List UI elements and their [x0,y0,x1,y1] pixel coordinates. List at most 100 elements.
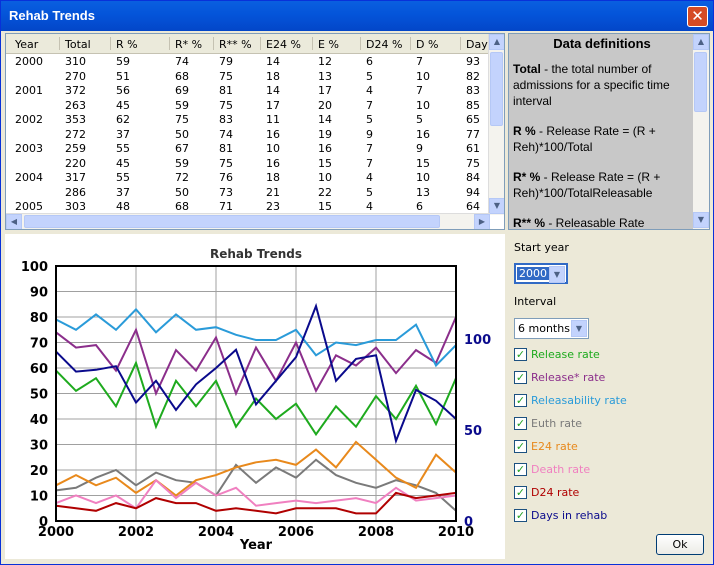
table-body: 2000 310 59 74 79 14 12 6 7 93 270 51 68 75 18 13 5 10 82 2… [6,54,490,216]
column-divider[interactable] [110,37,111,50]
table-cell: 2002 [15,113,43,126]
column-header[interactable]: Year [15,38,39,51]
table-row[interactable]: 270 51 68 75 18 13 5 10 82 [6,69,490,84]
column-header[interactable]: D24 % [366,38,403,51]
column-divider[interactable] [169,37,170,50]
table-row[interactable]: 263 45 59 75 17 20 7 10 85 [6,98,490,113]
controls-panel: Start year 2000 ▼ Interval 6 months ▼ ✓ R… [509,237,709,537]
scroll-thumb[interactable] [490,52,503,126]
table-row[interactable]: 2004 317 55 72 76 18 10 4 10 84 [6,170,490,185]
checkbox-check-icon[interactable]: ✓ [514,486,527,499]
series-line [55,491,457,515]
table-cell: 69 [175,84,189,97]
ok-button[interactable]: Ok [656,534,704,555]
series-toggle-label: E24 rate [531,440,578,453]
checkbox-check-icon[interactable]: ✓ [514,509,527,522]
scroll-down-button[interactable]: ▼ [693,212,709,228]
table-cell: 21 [266,185,280,199]
column-divider[interactable] [213,37,214,50]
column-header[interactable]: D % [416,38,439,51]
scroll-left-button[interactable]: ◀ [6,214,22,229]
interval-value: 6 months [518,322,570,335]
series-toggle[interactable]: ✓ D24 rate [514,485,714,501]
start-year-select[interactable]: 2000 ▼ [514,263,568,284]
table-cell: 83 [219,113,233,126]
table-horizontal-scrollbar[interactable]: ◀ ▶ [6,213,490,229]
title-bar[interactable]: Rehab Trends ✕ [1,1,713,31]
checkbox-check-icon[interactable]: ✓ [514,417,527,430]
x-tick-label: 2000 [38,525,74,540]
series-toggle[interactable]: ✓ Releasability rate [514,393,714,409]
table-cell: 72 [175,171,189,184]
scroll-right-button[interactable]: ▶ [474,214,490,229]
chevron-down-icon[interactable]: ▼ [549,266,565,283]
table-cell: 74 [175,55,189,68]
column-divider[interactable] [260,37,261,50]
column-header[interactable]: R** % [219,38,252,51]
column-divider[interactable] [312,37,313,50]
definition-term: R** % [513,216,546,230]
table-row[interactable]: 2003 259 55 67 81 10 16 7 9 61 [6,141,490,156]
x-tick-label: 2010 [438,525,474,540]
series-toggle-label: D24 rate [531,486,580,499]
scroll-up-button[interactable]: ▲ [489,34,504,50]
table-cell: 82 [466,69,480,83]
close-button[interactable]: ✕ [687,6,708,27]
table-cell: 75 [219,69,233,83]
table-cell: 303 [65,200,86,213]
table-cell: 16 [318,142,332,155]
table-cell: 10 [266,142,280,155]
column-divider[interactable] [460,37,461,50]
checkbox-check-icon[interactable]: ✓ [514,394,527,407]
table-row[interactable]: 286 37 50 73 21 22 5 13 94 [6,185,490,200]
column-divider[interactable] [410,37,411,50]
table-cell: 2003 [15,142,43,155]
table-row[interactable]: 2002 353 62 75 83 11 14 5 5 65 [6,112,490,127]
column-header[interactable]: Days [466,38,490,51]
table-cell: 4 [366,84,373,97]
definition-item: R % - Release Rate = (R + Reh)*100/Total [513,123,691,155]
table-row[interactable]: 2005 303 48 68 71 23 15 4 6 64 [6,199,490,214]
x-tick-label: 2006 [278,525,314,540]
table-cell: 74 [219,127,233,141]
column-divider[interactable] [59,37,60,50]
table-cell: 14 [266,55,280,68]
checkbox-check-icon[interactable]: ✓ [514,348,527,361]
series-toggle[interactable]: ✓ Death rate [514,462,714,478]
series-line [55,302,457,445]
table-cell: 75 [175,113,189,126]
table-cell: 12 [318,55,332,68]
chevron-down-icon[interactable]: ▼ [571,320,587,337]
table-row[interactable]: 2001 372 56 69 81 14 17 4 7 83 [6,83,490,98]
table-cell: 45 [116,98,130,112]
scroll-down-button[interactable]: ▼ [489,198,504,214]
table-row[interactable]: 272 37 50 74 16 19 9 16 77 [6,127,490,142]
definitions-scrollbar[interactable]: ▲ ▼ [693,34,709,229]
series-line [55,440,457,497]
series-toggle[interactable]: ✓ Days in rehab [514,508,714,524]
series-toggle[interactable]: ✓ E24 rate [514,439,714,455]
column-header[interactable]: Total [65,38,91,51]
column-header[interactable]: R % [116,38,138,51]
series-toggle[interactable]: ✓ Release* rate [514,370,714,386]
checkbox-check-icon[interactable]: ✓ [514,371,527,384]
table-vertical-scrollbar[interactable]: ▲ ▼ [488,34,504,215]
plot-border [55,265,457,522]
checkbox-check-icon[interactable]: ✓ [514,463,527,476]
table-row[interactable]: 2000 310 59 74 79 14 12 6 7 93 [6,54,490,69]
definition-text: - Release Rate = (R + Reh)*100/TotalRele… [513,170,661,200]
column-header[interactable]: E % [318,38,339,51]
series-toggle[interactable]: ✓ Euth rate [514,416,714,432]
column-divider[interactable] [360,37,361,50]
scroll-thumb[interactable] [24,215,440,228]
series-toggle[interactable]: ✓ Release rate [514,347,714,363]
definition-item: R* % - Release Rate = (R + Reh)*100/Tota… [513,169,691,201]
column-header[interactable]: R* % [175,38,203,51]
table-cell: 5 [366,113,373,126]
checkbox-check-icon[interactable]: ✓ [514,440,527,453]
column-header[interactable]: E24 % [266,38,301,51]
scroll-thumb[interactable] [694,52,707,112]
table-row[interactable]: 220 45 59 75 16 15 7 15 75 [6,156,490,171]
scroll-up-button[interactable]: ▲ [693,34,709,50]
interval-select[interactable]: 6 months ▼ [514,318,589,339]
